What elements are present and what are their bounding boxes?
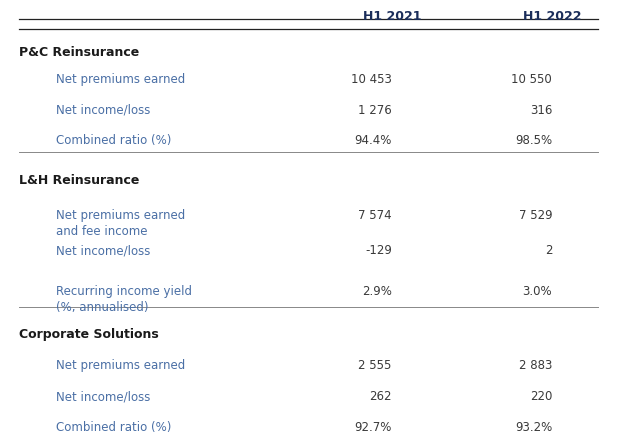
Text: 7 574: 7 574 — [358, 208, 392, 221]
Text: 7 529: 7 529 — [519, 208, 552, 221]
Text: P&C Reinsurance: P&C Reinsurance — [19, 46, 139, 59]
Text: Combined ratio (%): Combined ratio (%) — [56, 133, 171, 146]
Text: 10 550: 10 550 — [511, 73, 552, 86]
Text: 93.2%: 93.2% — [515, 420, 552, 433]
Text: 2: 2 — [545, 244, 552, 257]
Text: Net premiums earned: Net premiums earned — [56, 358, 184, 371]
Text: H1 2021: H1 2021 — [363, 10, 421, 23]
Text: Net premiums earned
and fee income: Net premiums earned and fee income — [56, 208, 184, 238]
Text: L&H Reinsurance: L&H Reinsurance — [19, 174, 139, 187]
Text: 262: 262 — [370, 389, 392, 402]
Text: 98.5%: 98.5% — [515, 133, 552, 146]
Text: Net income/loss: Net income/loss — [56, 103, 150, 116]
Text: 94.4%: 94.4% — [354, 133, 392, 146]
Text: 316: 316 — [530, 103, 552, 116]
Text: H1 2022: H1 2022 — [523, 10, 581, 23]
Text: 2 555: 2 555 — [358, 358, 392, 371]
Text: 1 276: 1 276 — [358, 103, 392, 116]
Text: Combined ratio (%): Combined ratio (%) — [56, 420, 171, 433]
Text: 2.9%: 2.9% — [362, 284, 392, 297]
Text: -129: -129 — [365, 244, 392, 257]
Text: 3.0%: 3.0% — [523, 284, 552, 297]
Text: 2 883: 2 883 — [519, 358, 552, 371]
Text: Recurring income yield
(%, annualised): Recurring income yield (%, annualised) — [56, 284, 191, 314]
Text: Corporate Solutions: Corporate Solutions — [19, 328, 158, 341]
Text: Net premiums earned: Net premiums earned — [56, 73, 184, 86]
Text: Net income/loss: Net income/loss — [56, 244, 150, 257]
Text: 220: 220 — [530, 389, 552, 402]
Text: Net income/loss: Net income/loss — [56, 389, 150, 402]
Text: 92.7%: 92.7% — [354, 420, 392, 433]
Text: 10 453: 10 453 — [351, 73, 392, 86]
